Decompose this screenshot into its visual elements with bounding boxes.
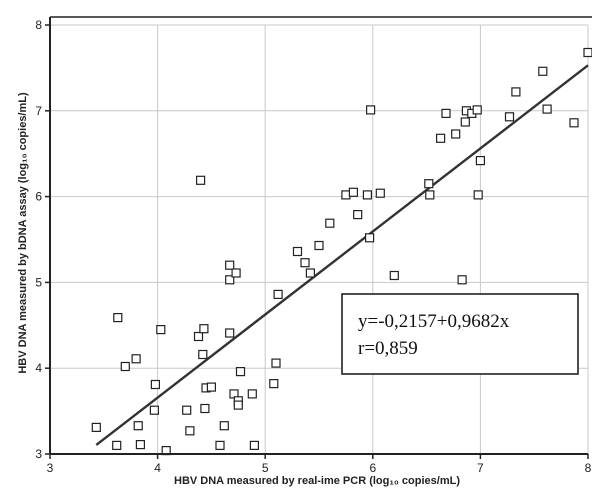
data-point — [182, 405, 192, 415]
data-point — [475, 156, 485, 166]
y-tick-label: 7 — [35, 104, 42, 118]
data-point — [292, 246, 303, 257]
y-tick-label: 4 — [35, 361, 42, 375]
data-point — [231, 268, 241, 278]
data-point — [348, 187, 358, 197]
data-point — [441, 108, 451, 119]
data-point — [215, 440, 225, 450]
data-point — [225, 275, 235, 285]
data-point — [305, 268, 315, 278]
data-point — [131, 354, 141, 364]
data-point — [457, 275, 467, 285]
data-point — [91, 422, 101, 432]
data-point — [365, 233, 375, 243]
data-point — [375, 188, 385, 198]
data-point — [473, 190, 483, 200]
data-point — [156, 325, 166, 335]
x-tick-label: 7 — [477, 461, 484, 475]
data-point — [193, 331, 204, 342]
y-tick-labels: 3 4 5 6 7 8 — [35, 18, 42, 461]
data-point — [150, 379, 160, 390]
x-tick-label: 4 — [154, 461, 161, 475]
data-point — [196, 175, 206, 185]
data-point — [247, 389, 257, 399]
data-point — [112, 440, 122, 450]
r-value-text: r=0,859 — [358, 338, 418, 359]
data-points — [91, 47, 592, 456]
data-point — [225, 260, 235, 270]
data-point — [511, 87, 521, 97]
regression-line — [95, 64, 589, 446]
data-point — [273, 289, 283, 299]
x-tick-label: 5 — [262, 461, 269, 475]
data-point — [542, 104, 552, 114]
data-point — [460, 117, 470, 127]
data-point — [133, 421, 143, 431]
data-point — [200, 403, 210, 414]
data-point — [120, 361, 130, 372]
data-point — [389, 270, 399, 281]
data-point — [583, 47, 592, 58]
data-point — [341, 190, 351, 200]
x-tick-labels: 3 4 5 6 7 8 — [47, 461, 592, 475]
y-tick-label: 6 — [35, 190, 42, 204]
regression-line-group — [95, 64, 589, 446]
data-point — [206, 382, 216, 392]
x-axis-label: HBV DNA measured by real-ime PCR (log₁₀ … — [174, 475, 460, 487]
plot-background — [43, 15, 592, 452]
equation-text: y=-0,2157+0,9682x — [358, 311, 510, 332]
data-point — [198, 349, 208, 360]
data-point — [219, 421, 229, 431]
y-axis-label: HBV DNA measured by bDNA assay (log₁₀ co… — [17, 92, 29, 374]
data-point — [362, 190, 372, 200]
data-point — [353, 210, 363, 220]
data-point — [249, 440, 259, 450]
data-point — [436, 133, 446, 143]
x-tick-label: 6 — [369, 461, 376, 475]
data-point — [149, 405, 159, 415]
data-point — [325, 218, 335, 228]
x-tick-label: 8 — [585, 461, 592, 475]
data-point — [472, 105, 482, 115]
y-tick-label: 3 — [35, 447, 42, 461]
data-point — [569, 118, 579, 128]
data-point — [233, 400, 243, 410]
data-point — [538, 66, 548, 76]
y-tick-label: 5 — [35, 275, 42, 289]
data-point — [271, 358, 281, 368]
data-point — [113, 313, 123, 323]
data-point — [424, 179, 434, 189]
data-point — [366, 105, 376, 115]
data-point — [451, 129, 461, 139]
x-tick-label: 3 — [47, 461, 54, 475]
data-point — [314, 240, 324, 251]
data-point — [135, 440, 145, 450]
y-tick-label: 8 — [35, 18, 42, 32]
data-point — [425, 190, 435, 200]
data-point — [185, 426, 195, 436]
data-point — [504, 112, 515, 122]
data-point — [199, 324, 209, 334]
data-point — [225, 328, 235, 338]
data-point — [269, 379, 279, 389]
equation-box: y=-0,2157+0,9682x r=0,859 — [341, 293, 579, 375]
data-point — [300, 258, 310, 268]
data-point — [235, 367, 246, 377]
axes — [45, 16, 592, 459]
